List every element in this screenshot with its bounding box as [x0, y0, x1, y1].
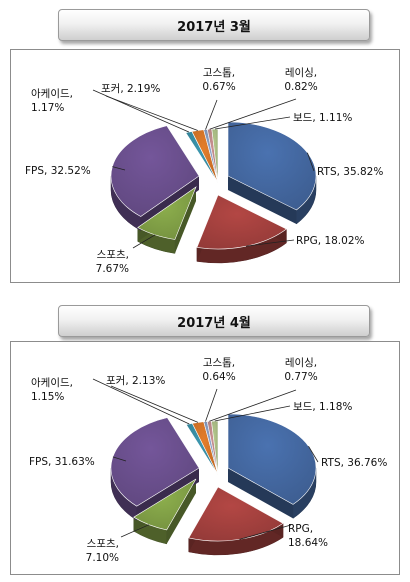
- data-label-gostop: 고스톱, 0.67%: [202, 67, 235, 93]
- leader-line-fps: [112, 166, 126, 171]
- leader-line-rpg: [246, 239, 295, 247]
- pie-labels: RTS, 35.82% RPG, 18.02% 스포츠, 7.67% FPS, 32.5…: [25, 67, 383, 275]
- chart-1-pie: RTS, 35.82% RPG, 18.02% 스포츠, 7.67% FPS, 32.5…: [25, 67, 383, 275]
- pie-slice-sports: [137, 186, 197, 240]
- data-label-fps: FPS, 32.52%: [25, 165, 91, 177]
- data-label-rts: RTS, 35.82%: [317, 166, 383, 178]
- chart-2-pie: RTS, 36.76% RPG, 18.64% 스포츠, 7.10% FPS, 31.63…: [29, 357, 387, 564]
- leader-line-rts: [308, 445, 319, 463]
- leader-line-gostop: [205, 99, 218, 130]
- leader-line-arcade: [92, 378, 190, 425]
- data-label-rts: RTS, 36.76%: [321, 457, 387, 469]
- data-label-arcade: 아케이드, 1.17%: [31, 88, 73, 114]
- chart-2-title: 2017년 4월: [58, 305, 370, 337]
- leader-line-board: [214, 116, 291, 130]
- pie-cut-rts: [228, 468, 294, 519]
- pie-slices: [110, 121, 317, 250]
- leader-line-sports: [132, 234, 156, 249]
- pie-slice-rts: [227, 121, 317, 211]
- leader-line-poker: [110, 385, 199, 423]
- data-label-arcade: 아케이드, 1.15%: [31, 377, 73, 403]
- leader-line-rpg: [239, 524, 292, 540]
- leader-line-gostop: [205, 388, 218, 422]
- data-label-racing: 레이싱, 0.82%: [284, 67, 317, 93]
- pie-slices: [110, 413, 317, 542]
- chart-1-panel: RTS, 35.82% RPG, 18.02% 스포츠, 7.67% FPS, 32.5…: [10, 49, 400, 283]
- pie-slice-sports: [133, 478, 197, 531]
- data-label-rpg: RPG, 18.02%: [296, 235, 364, 247]
- leader-line-racing: [209, 98, 297, 130]
- pie-cut-rts: [228, 176, 297, 224]
- data-label-board: 보드, 1.11%: [293, 112, 352, 124]
- leader-line-poker: [105, 95, 198, 131]
- pie-labels: RTS, 36.76% RPG, 18.64% 스포츠, 7.10% FPS, 31.63…: [29, 357, 387, 564]
- data-label-fps: FPS, 31.63%: [29, 456, 95, 468]
- leader-line-rts: [307, 152, 315, 172]
- data-label-poker: 포커, 2.19%: [101, 83, 160, 95]
- data-label-poker: 포커, 2.13%: [106, 375, 165, 387]
- data-label-rpg: RPG, 18.64%: [288, 523, 328, 549]
- leader-line-racing: [209, 389, 297, 422]
- data-label-gostop: 고스톱, 0.64%: [202, 357, 235, 383]
- leader-line-fps: [112, 456, 127, 462]
- pie-slice-rpg: [196, 194, 287, 250]
- data-label-sports: 스포츠, 7.10%: [86, 538, 119, 564]
- leader-line-board: [214, 405, 291, 422]
- pie-slice-rpg: [188, 486, 284, 542]
- leader-line-sports: [120, 524, 150, 538]
- data-label-racing: 레이싱, 0.77%: [284, 357, 317, 383]
- chart-1-title: 2017년 3월: [58, 9, 370, 41]
- chart-2-panel: RTS, 36.76% RPG, 18.64% 스포츠, 7.10% FPS, 31.63…: [10, 341, 400, 575]
- data-label-board: 보드, 1.18%: [293, 401, 352, 413]
- data-label-sports: 스포츠, 7.67%: [96, 249, 129, 275]
- pie-slice-rts: [227, 413, 317, 505]
